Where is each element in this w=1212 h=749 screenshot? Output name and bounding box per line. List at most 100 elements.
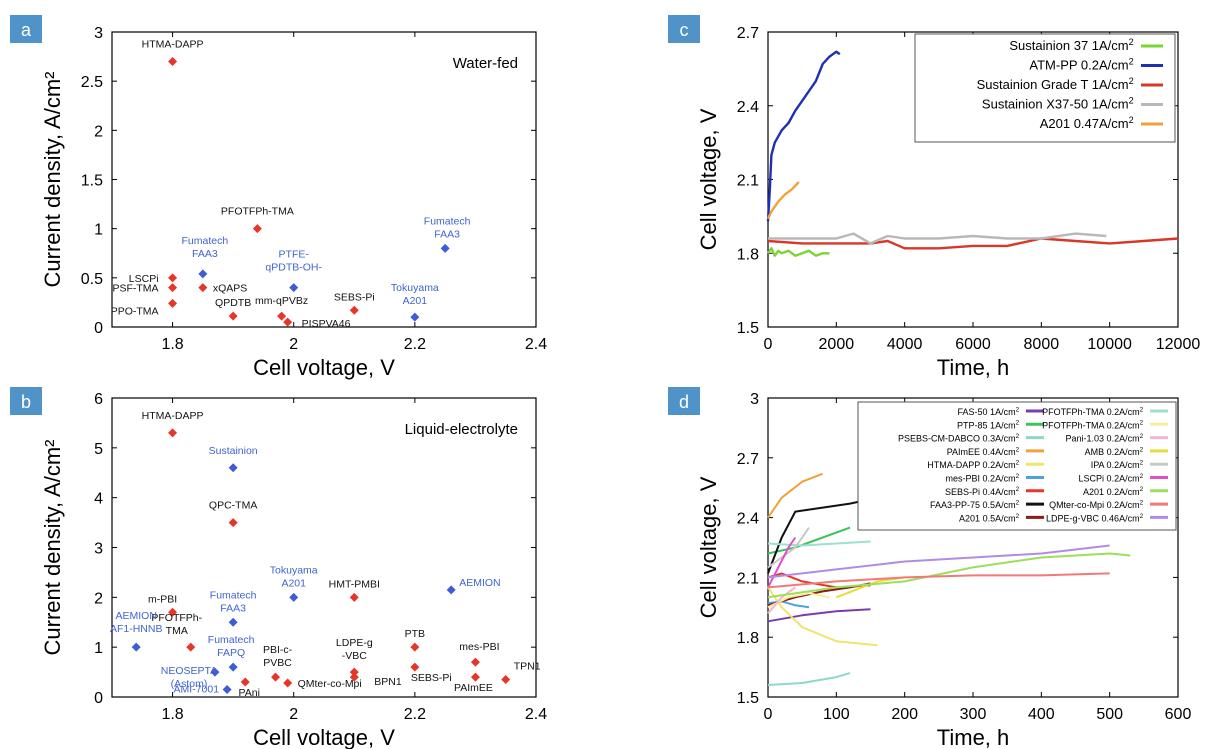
data-point <box>410 662 420 672</box>
panel-d: 0 100 200 300 400 500 600 1.5 1.8 2.1 2.4 2.7 3 Time,… <box>668 387 1191 749</box>
point-label: BPN1 <box>374 676 402 688</box>
legend-entry: FAA3-PP-75 0.5A/cm2 <box>930 500 1020 511</box>
panel-b: 1.8 2 2.2 2.4 0 1 2 3 4 5 6 Cell voltage, V Current … <box>10 387 547 749</box>
series-line <box>766 181 800 220</box>
data-point <box>228 617 238 627</box>
point-label-line: mm-qPVBz <box>255 295 308 307</box>
point-label: PISPVA46 <box>302 318 351 330</box>
point-label-line: AMI-7001 <box>174 684 220 696</box>
point-label-line: PISPVA46 <box>302 318 351 330</box>
data-point <box>283 678 293 688</box>
point-label: HMT-PMBI <box>329 578 380 590</box>
legend-superscript: 2 <box>1140 433 1144 440</box>
data-point <box>410 312 420 322</box>
data-point <box>240 677 250 687</box>
legend-superscript: 2 <box>1140 446 1144 453</box>
point-label-line: QPC-TMA <box>209 500 257 512</box>
point-label-line: PAni <box>239 687 260 699</box>
x-axis-label: Time, h <box>937 355 1010 380</box>
legend-box <box>914 33 1176 143</box>
x-tick-label: 8000 <box>1024 336 1060 353</box>
point-label-line: -VBC <box>342 650 368 662</box>
series-line <box>767 572 1110 589</box>
point-label-line: QMter-co-Mpi <box>298 678 362 690</box>
point-label: SEBS-Pi <box>334 291 375 303</box>
point-label: QMter-co-Mpi <box>298 678 362 690</box>
point-label: PAni <box>239 687 260 699</box>
point-label-line: A201 <box>403 295 428 307</box>
point-label-line: PSF-TMA <box>112 283 158 295</box>
point-label: HTMA-DAPP <box>142 39 204 51</box>
data-point <box>410 642 420 652</box>
point-label: mes-PBI <box>459 641 499 653</box>
legend-entry: PFOTFPh-TMA 0.2A/cm2 <box>1042 406 1144 417</box>
y-tick-label: 1 <box>94 222 103 239</box>
legend-entry: ATM-PP 0.2A/cm2 <box>1029 56 1133 72</box>
legend-superscript: 2 <box>1140 513 1144 520</box>
y-tick-label: 2.1 <box>737 173 759 190</box>
legend-entry: Sustainion Grade T 1A/cm2 <box>977 76 1134 92</box>
data-point <box>349 592 359 602</box>
data-point <box>198 283 208 293</box>
legend-superscript: 2 <box>1016 486 1020 493</box>
y-tick-label: 2.7 <box>737 451 759 468</box>
point-label: Tokuyama A201 <box>391 282 439 307</box>
data-point <box>198 269 208 279</box>
data-point <box>271 672 281 682</box>
point-label-line: Sustainion <box>209 445 258 457</box>
legend-entry: SEBS-Pi 0.4A/cm2 <box>945 486 1020 497</box>
x-tick-label: 4000 <box>887 336 923 353</box>
panel-badge-box <box>10 387 42 415</box>
x-tick-label: 500 <box>1096 706 1123 723</box>
x-tick-label: 1.8 <box>161 336 183 353</box>
legend-superscript: 2 <box>1016 446 1020 453</box>
point-label: LDPE-g -VBC <box>336 637 373 662</box>
y-tick-label: 2.7 <box>737 25 759 42</box>
series-line <box>767 672 851 686</box>
point-label-line: Tokuyama <box>391 282 439 294</box>
point-label-line: LSCPi <box>129 273 159 285</box>
point-label-line: Fumatech <box>424 215 471 227</box>
series-line <box>767 544 1110 579</box>
panel-badge-letter: d <box>679 392 689 412</box>
legend-entry: PTP-85 1A/cm2 <box>957 420 1020 431</box>
panel-badge-letter: c <box>680 20 689 40</box>
x-tick-label: 2.2 <box>404 706 426 723</box>
x-axis-label: Cell voltage, V <box>253 355 395 380</box>
legend-superscript: 2 <box>1140 460 1144 467</box>
data-point <box>501 675 511 685</box>
point-label-line: PBI-c- <box>263 644 293 656</box>
x-tick-label: 0 <box>764 706 773 723</box>
legend-superscript: 2 <box>1016 500 1020 507</box>
y-axis-label: Current density, A/cm² <box>40 72 65 288</box>
legend-entry: QMter-co-Mpi 0.2A/cm2 <box>1049 500 1144 511</box>
data-point <box>131 642 141 652</box>
x-tick-label: 2 <box>289 706 298 723</box>
y-tick-label: 2.4 <box>737 511 759 528</box>
x-tick-label: 2 <box>289 336 298 353</box>
y-tick-label: 1.5 <box>737 320 759 337</box>
legend-entry: LDPE-g-VBC 0.46A/cm2 <box>1046 513 1144 524</box>
panel-badge-box <box>10 15 42 43</box>
x-tick-label: 300 <box>960 706 987 723</box>
x-tick-label: 600 <box>1165 706 1192 723</box>
legend-entry: Pani-1.03 0.2A/cm2 <box>1066 433 1144 444</box>
series-line <box>767 472 824 519</box>
data-point <box>470 672 480 682</box>
x-tick-label: 2.2 <box>404 336 426 353</box>
point-label: HTMA-DAPP <box>142 410 204 422</box>
legend-entry: HTMA-DAPP 0.2A/cm2 <box>927 460 1019 471</box>
data-point <box>168 273 178 283</box>
y-tick-label: 5 <box>94 441 103 458</box>
legend-superscript: 2 <box>1140 500 1144 507</box>
x-tick-label: 6000 <box>955 336 991 353</box>
data-point <box>168 607 178 617</box>
y-tick-label: 1.8 <box>737 246 759 263</box>
y-tick-label: 1.8 <box>737 630 759 647</box>
point-label-line: TMA <box>166 625 188 637</box>
panel-badge-letter: b <box>21 392 31 412</box>
panel-badge: b <box>10 387 42 415</box>
point-label: mm-qPVBz <box>255 295 308 307</box>
point-label-line: LDPE-g <box>336 637 373 649</box>
series-line <box>767 586 878 647</box>
